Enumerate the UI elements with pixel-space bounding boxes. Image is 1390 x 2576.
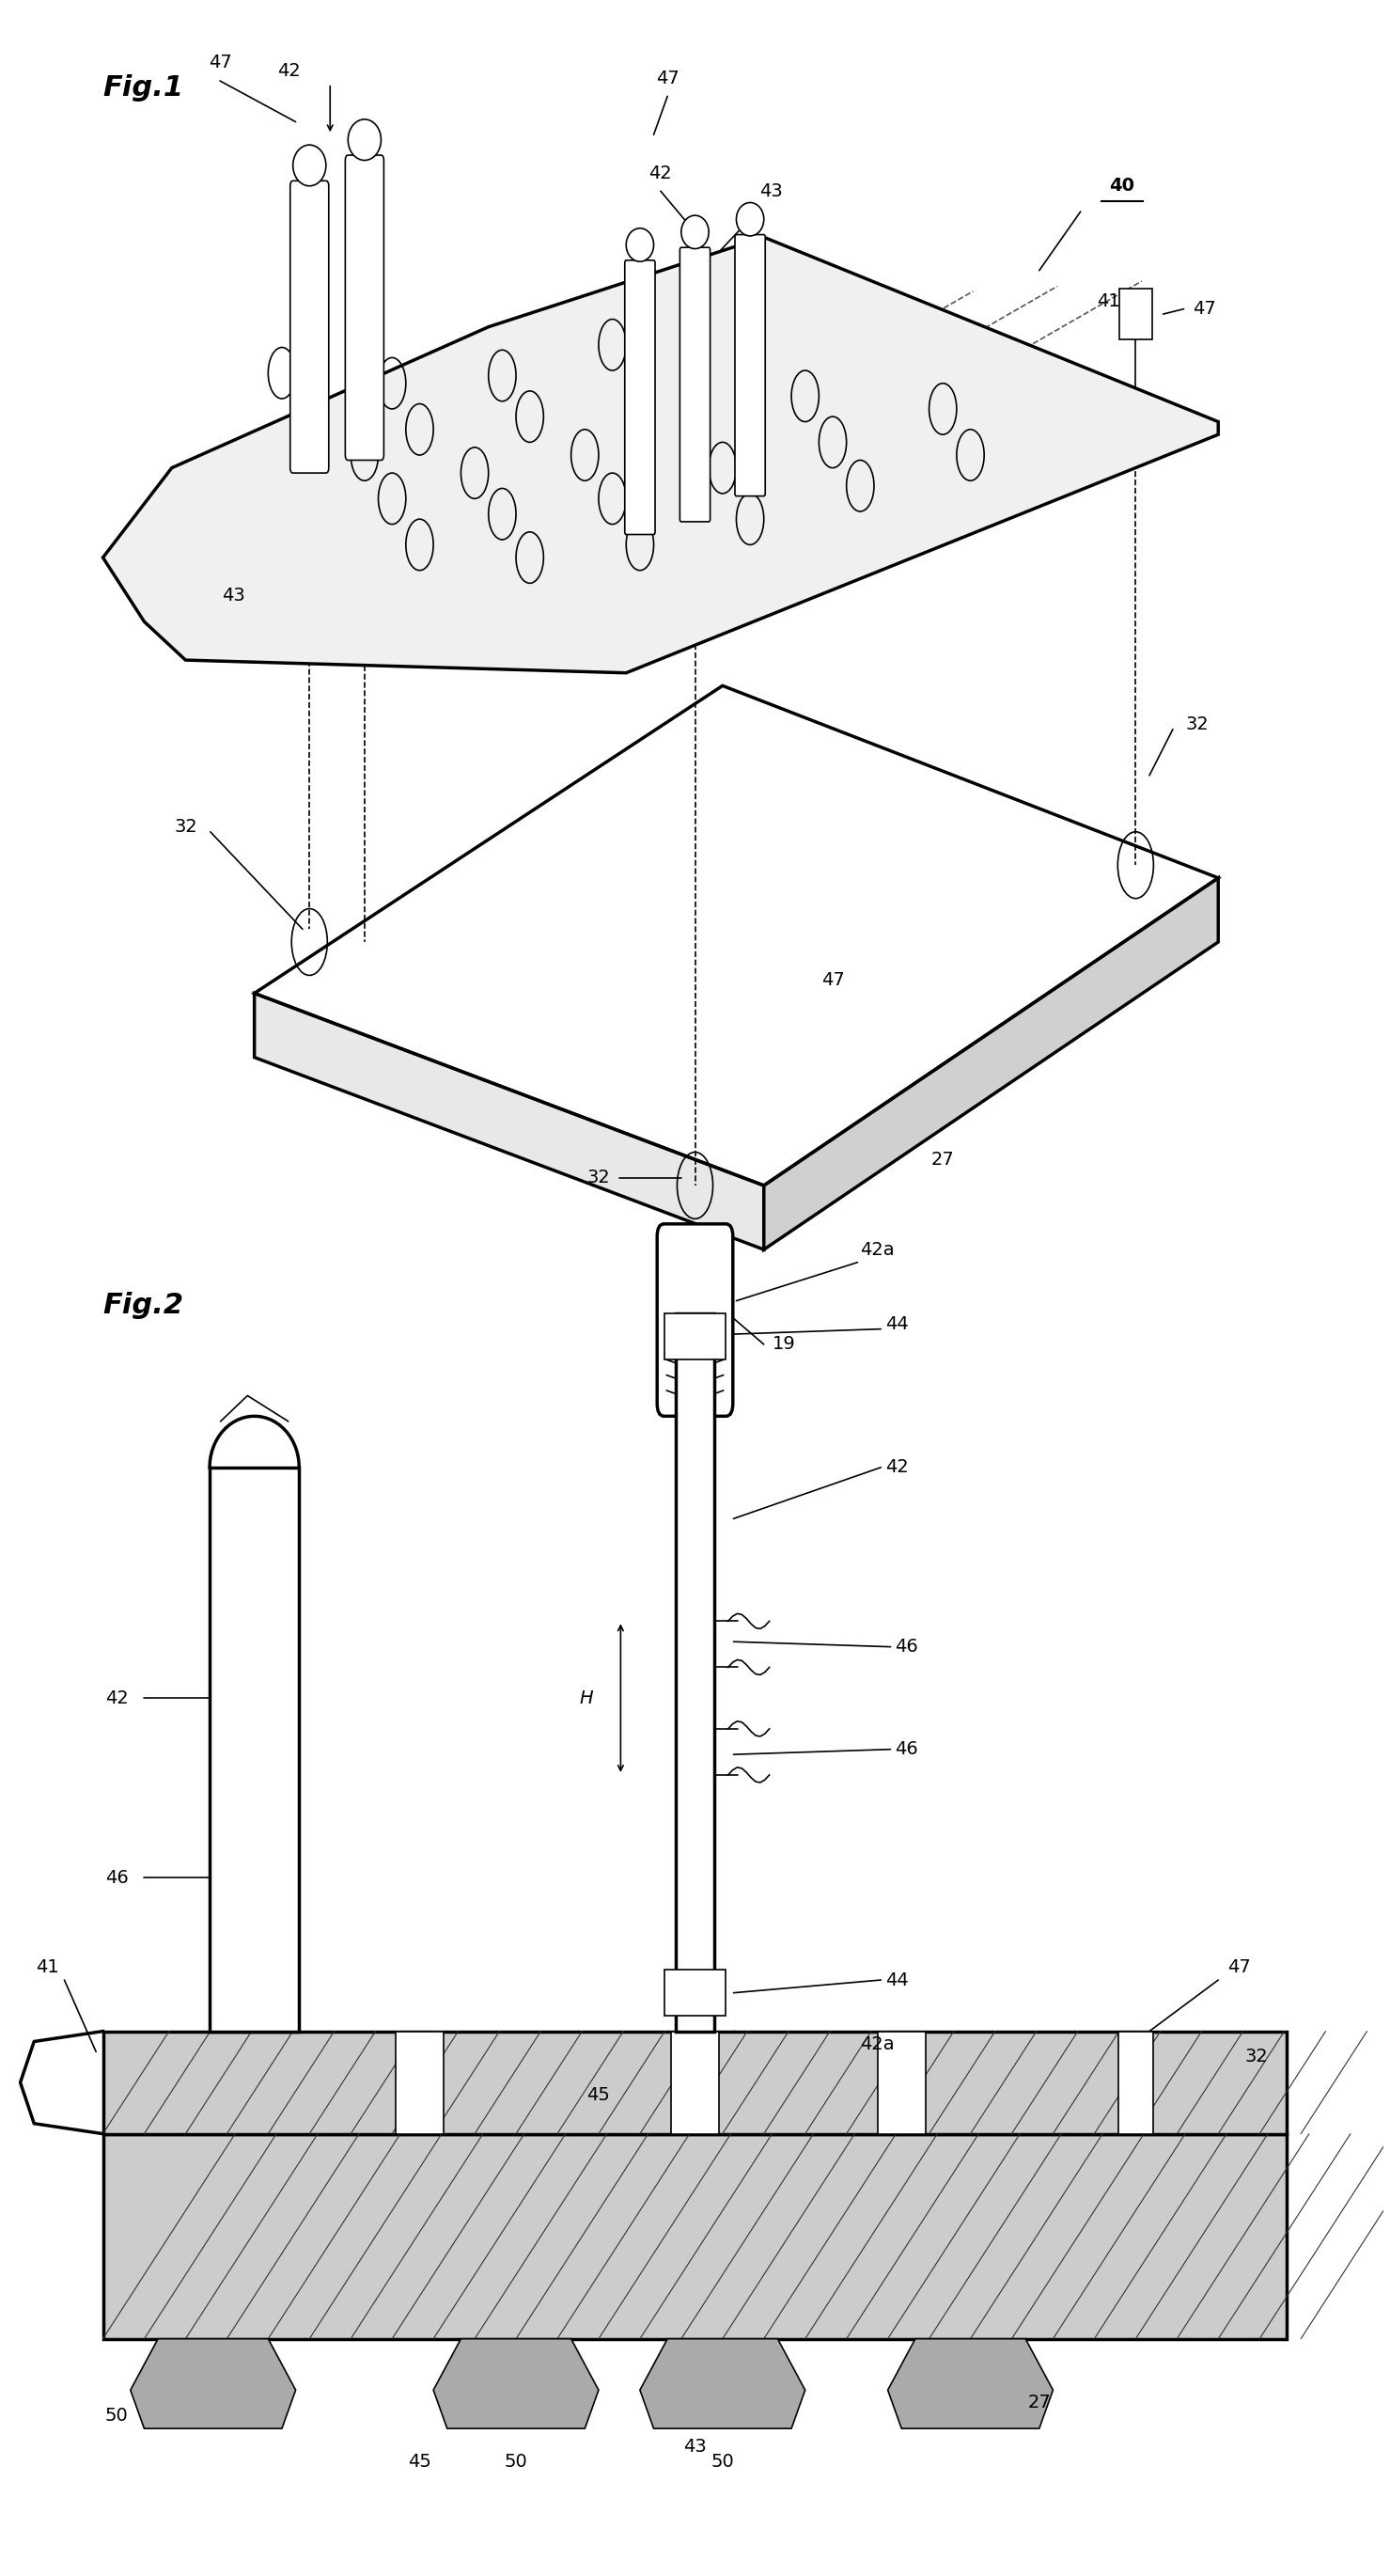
FancyBboxPatch shape — [680, 247, 710, 523]
Bar — [664, 1314, 726, 1360]
Text: 44: 44 — [885, 1314, 908, 1332]
Text: 27: 27 — [1027, 2393, 1051, 2411]
Text: 47: 47 — [1227, 1958, 1251, 1976]
Text: 19: 19 — [773, 1334, 796, 1352]
Bar — [877, 2032, 926, 2133]
Polygon shape — [764, 878, 1218, 1249]
Ellipse shape — [348, 118, 381, 160]
Bar — [103, 2032, 1287, 2133]
Text: 47: 47 — [656, 70, 680, 88]
Text: 40: 40 — [1109, 178, 1134, 196]
Bar — [103, 2133, 1287, 2339]
Text: Fig.1: Fig.1 — [103, 75, 183, 103]
Bar — [210, 1468, 299, 2032]
Text: 42: 42 — [106, 1690, 128, 1708]
FancyBboxPatch shape — [735, 234, 766, 497]
Polygon shape — [639, 2339, 805, 2429]
Text: 45: 45 — [587, 2087, 610, 2105]
Text: Fig.2: Fig.2 — [103, 1293, 183, 1319]
Text: 42: 42 — [885, 1458, 908, 1476]
Bar — [396, 2032, 443, 2133]
Text: 47: 47 — [208, 54, 232, 72]
Text: 47: 47 — [821, 971, 844, 989]
Text: 44: 44 — [885, 1971, 908, 1989]
Text: 32: 32 — [1245, 2048, 1269, 2066]
Bar — [1119, 2032, 1152, 2133]
FancyBboxPatch shape — [345, 155, 384, 461]
Text: 50: 50 — [710, 2452, 734, 2470]
Text: 32: 32 — [174, 817, 197, 835]
Text: 50: 50 — [106, 2406, 128, 2424]
Ellipse shape — [626, 229, 653, 263]
Polygon shape — [131, 2339, 296, 2429]
Ellipse shape — [681, 216, 709, 250]
Text: 41: 41 — [1097, 291, 1120, 309]
Text: 41: 41 — [36, 1958, 60, 1976]
Text: 47: 47 — [1193, 299, 1216, 317]
Text: 46: 46 — [895, 1638, 917, 1656]
Polygon shape — [888, 2339, 1054, 2429]
Text: 43: 43 — [759, 183, 783, 201]
Bar — [671, 2032, 719, 2133]
Bar — [1119, 289, 1152, 340]
Text: 32: 32 — [587, 1170, 610, 1188]
Text: 32: 32 — [1186, 716, 1209, 734]
Bar — [676, 1314, 714, 2032]
Text: 43: 43 — [222, 587, 246, 605]
Text: 42a: 42a — [860, 2035, 895, 2053]
Text: 46: 46 — [895, 1741, 917, 1759]
PathPatch shape — [103, 237, 1218, 672]
FancyBboxPatch shape — [624, 260, 655, 533]
Text: 45: 45 — [407, 2452, 431, 2470]
Polygon shape — [434, 2339, 599, 2429]
Ellipse shape — [737, 204, 764, 237]
Text: 50: 50 — [505, 2452, 528, 2470]
Text: 42: 42 — [649, 165, 673, 183]
Text: 42a: 42a — [860, 1242, 895, 1260]
FancyBboxPatch shape — [291, 180, 328, 474]
Text: 43: 43 — [684, 2437, 706, 2455]
FancyBboxPatch shape — [657, 1224, 733, 1417]
Text: 42: 42 — [277, 62, 300, 80]
Polygon shape — [254, 994, 764, 1249]
Bar — [664, 1971, 726, 2017]
Text: 46: 46 — [106, 1868, 128, 1886]
Ellipse shape — [293, 144, 327, 185]
Text: H: H — [580, 1690, 594, 1708]
Text: 27: 27 — [931, 1151, 955, 1170]
